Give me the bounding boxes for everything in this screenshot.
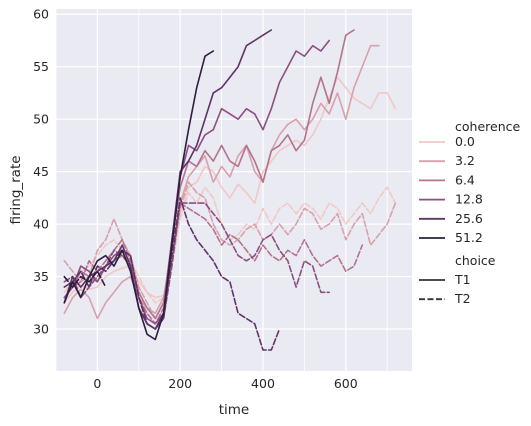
x-tick-label: 200 [168, 376, 192, 391]
x-tick-label: 600 [334, 376, 358, 391]
series-line-3-2-t2 [63, 181, 397, 320]
x-tick-label: 0 [93, 376, 101, 391]
series-line-12-8-t2 [63, 202, 331, 330]
y-tick-label: 50 [33, 112, 49, 127]
legend-label: 12.8 [455, 192, 483, 207]
y-tick-label: 40 [33, 217, 49, 232]
x-axis-title: time [219, 402, 250, 418]
legend-label: T2 [454, 291, 471, 306]
legend-style-title: choice [455, 253, 496, 268]
grid-lines [55, 9, 412, 371]
y-tick-label: 30 [33, 322, 49, 337]
legend: coherence 0.0 3.2 6.4 12.8 25.6 51.2 choice T… [419, 119, 520, 306]
y-tick-label: 35 [33, 269, 49, 284]
y-tick-label: 45 [33, 164, 49, 179]
y-tick-label: 60 [33, 7, 49, 22]
legend-label: 6.4 [455, 172, 475, 187]
series-line-25-6-t2 [63, 197, 281, 351]
legend-hue-title: coherence [455, 119, 520, 134]
series-line-12-8-t1 [63, 39, 331, 325]
legend-label: 25.6 [455, 211, 483, 226]
y-axis-title: firing_rate [8, 155, 24, 224]
legend-label: T1 [454, 272, 471, 287]
series-line-3-2-t1 [63, 44, 380, 320]
x-tick-label: 400 [251, 376, 275, 391]
series-layer [63, 29, 397, 351]
series-line-51-2-t2 [63, 270, 107, 288]
legend-label: 51.2 [455, 230, 483, 245]
y-tick-label: 55 [33, 59, 49, 74]
legend-label: 3.2 [455, 153, 475, 168]
legend-label: 0.0 [455, 134, 475, 149]
series-line-0-0-t1 [63, 76, 397, 304]
series-line-51-2-t1 [63, 50, 215, 341]
